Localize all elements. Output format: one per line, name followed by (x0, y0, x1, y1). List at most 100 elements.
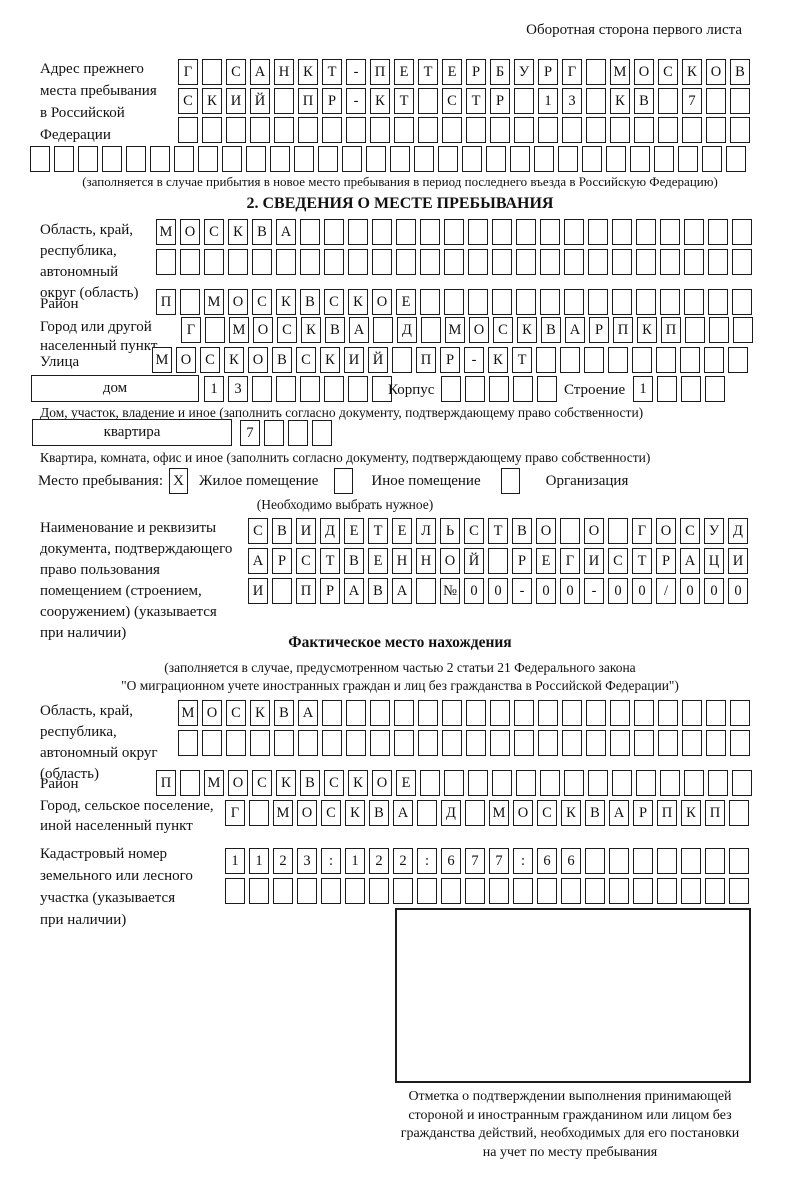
char-box[interactable]: С (680, 518, 700, 544)
char-box[interactable] (466, 117, 486, 143)
char-box[interactable] (444, 770, 464, 796)
char-box[interactable] (564, 249, 584, 275)
char-box[interactable] (729, 800, 749, 826)
char-box[interactable] (630, 146, 650, 172)
char-box[interactable] (418, 88, 438, 114)
char-box[interactable]: К (276, 289, 296, 315)
char-box[interactable] (684, 289, 704, 315)
char-box[interactable]: И (296, 518, 316, 544)
char-box[interactable] (300, 376, 320, 402)
char-box[interactable] (633, 878, 653, 904)
char-box[interactable] (732, 249, 752, 275)
char-box[interactable]: С (321, 800, 341, 826)
char-box[interactable] (732, 219, 752, 245)
char-box[interactable]: Д (397, 317, 417, 343)
char-box[interactable]: Р (633, 800, 653, 826)
char-box[interactable] (586, 59, 606, 85)
char-box[interactable] (726, 146, 746, 172)
char-box[interactable]: 3 (297, 848, 317, 874)
char-box[interactable] (684, 770, 704, 796)
char-box[interactable] (274, 88, 294, 114)
char-box[interactable] (708, 249, 728, 275)
char-box[interactable] (288, 420, 308, 446)
char-box[interactable] (438, 146, 458, 172)
char-box[interactable]: Н (392, 548, 412, 574)
char-box[interactable]: О (656, 518, 676, 544)
char-box[interactable] (490, 700, 510, 726)
char-box[interactable] (444, 289, 464, 315)
char-box[interactable]: 0 (680, 578, 700, 604)
char-box[interactable] (704, 347, 724, 373)
char-box[interactable] (246, 146, 266, 172)
char-box[interactable] (561, 878, 581, 904)
char-box[interactable]: - (464, 347, 484, 373)
char-box[interactable]: 0 (608, 578, 628, 604)
char-box[interactable] (562, 117, 582, 143)
char-box[interactable] (684, 249, 704, 275)
char-box[interactable]: Й (368, 347, 388, 373)
char-box[interactable]: В (344, 548, 364, 574)
char-box[interactable] (708, 770, 728, 796)
char-box[interactable] (612, 249, 632, 275)
char-box[interactable] (608, 347, 628, 373)
char-box[interactable]: Г (225, 800, 245, 826)
char-box[interactable] (345, 878, 365, 904)
char-box[interactable]: С (658, 59, 678, 85)
char-box[interactable]: С (248, 518, 268, 544)
char-box[interactable] (656, 347, 676, 373)
char-box[interactable]: А (565, 317, 585, 343)
char-box[interactable] (610, 117, 630, 143)
char-box[interactable]: Т (466, 88, 486, 114)
char-box[interactable]: М (445, 317, 465, 343)
char-box[interactable] (465, 376, 485, 402)
char-box[interactable] (442, 700, 462, 726)
char-box[interactable]: О (248, 347, 268, 373)
char-box[interactable]: П (296, 578, 316, 604)
char-box[interactable] (560, 518, 580, 544)
char-box[interactable]: И (226, 88, 246, 114)
char-box[interactable] (298, 730, 318, 756)
char-box[interactable] (465, 878, 485, 904)
char-box[interactable]: К (250, 700, 270, 726)
char-box[interactable]: М (178, 700, 198, 726)
char-box[interactable]: О (584, 518, 604, 544)
char-box[interactable] (321, 878, 341, 904)
char-box[interactable]: Т (322, 59, 342, 85)
char-box[interactable] (252, 376, 272, 402)
char-box[interactable]: С (200, 347, 220, 373)
char-box[interactable] (414, 146, 434, 172)
char-box[interactable]: М (156, 219, 176, 245)
char-box[interactable] (490, 730, 510, 756)
char-box[interactable] (468, 249, 488, 275)
char-box[interactable]: К (517, 317, 537, 343)
char-box[interactable] (78, 146, 98, 172)
char-box[interactable] (562, 700, 582, 726)
char-box[interactable]: 6 (537, 848, 557, 874)
char-box[interactable]: И (584, 548, 604, 574)
char-box[interactable] (708, 219, 728, 245)
char-box[interactable]: Г (181, 317, 201, 343)
char-box[interactable]: 0 (536, 578, 556, 604)
char-box[interactable]: П (657, 800, 677, 826)
char-box[interactable] (394, 730, 414, 756)
char-box[interactable] (733, 317, 753, 343)
char-box[interactable]: Е (394, 59, 414, 85)
char-box[interactable] (492, 249, 512, 275)
char-box[interactable] (297, 878, 317, 904)
char-box[interactable]: О (440, 548, 460, 574)
char-box[interactable]: К (348, 770, 368, 796)
char-box[interactable]: С (252, 770, 272, 796)
char-box[interactable]: Е (368, 548, 388, 574)
char-box[interactable] (348, 376, 368, 402)
char-box[interactable] (702, 146, 722, 172)
checkbox-organization[interactable] (500, 468, 520, 494)
char-box[interactable]: В (368, 578, 388, 604)
char-box[interactable] (420, 289, 440, 315)
char-box[interactable] (684, 219, 704, 245)
char-box[interactable]: Е (396, 289, 416, 315)
char-box[interactable] (516, 249, 536, 275)
char-box[interactable]: А (250, 59, 270, 85)
char-box[interactable]: А (248, 548, 268, 574)
char-box[interactable]: Г (632, 518, 652, 544)
char-box[interactable]: А (298, 700, 318, 726)
